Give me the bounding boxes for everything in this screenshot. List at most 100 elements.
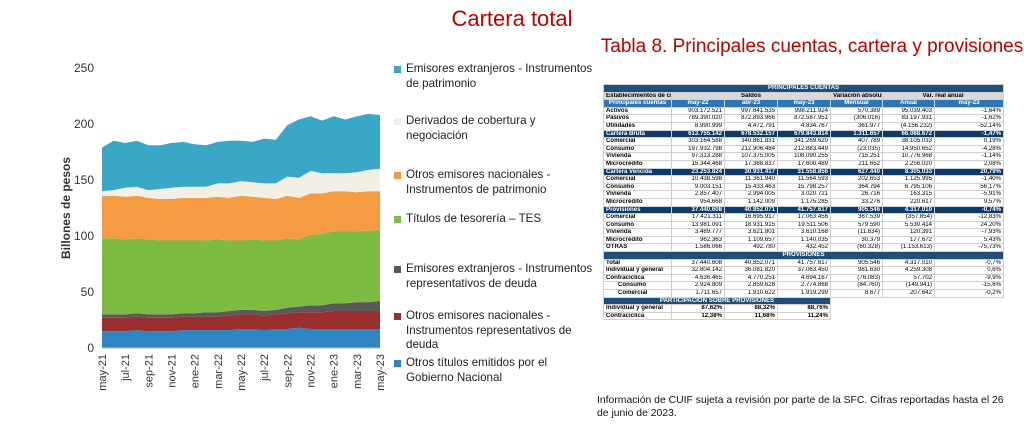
table-cell: Cartera Bruta bbox=[603, 129, 672, 139]
table-cell: 2.774.868 bbox=[777, 281, 831, 291]
table-cell: 9,57% bbox=[933, 197, 1005, 207]
table-cell: Comercial bbox=[603, 175, 672, 184]
table-cell: -12,83% bbox=[933, 213, 1005, 222]
table-row: Microcrédito 15.344.468 17.388.837 17.600.4… bbox=[603, 159, 1005, 169]
table-cell: 16.695.917 bbox=[724, 213, 778, 222]
table-cell: 3.489.777 bbox=[671, 228, 725, 237]
table-cell: -0,7% bbox=[933, 258, 1005, 268]
table-cell: Vivienda bbox=[603, 190, 672, 199]
table-cell: 33.276 bbox=[830, 197, 883, 207]
table-row: Utilidades 8.990.999 4.472.791 4.834.767 361… bbox=[603, 121, 1005, 131]
table-cell: PROVISIONES bbox=[602, 251, 1005, 260]
table-cell: 4.259.308 bbox=[882, 266, 935, 275]
table-cell: Comercial bbox=[603, 137, 672, 146]
table-cell: 341.269.620 bbox=[777, 137, 831, 146]
legend-label: Emisores extranjeros - Instrumentos repr… bbox=[406, 262, 593, 290]
legend-swatch bbox=[394, 216, 401, 223]
table-cell: 4.636.465 bbox=[671, 273, 725, 283]
x-tick-label: mar-22 bbox=[213, 354, 225, 389]
table-cell: 88,76% bbox=[777, 304, 831, 313]
table-cell: (60.328) bbox=[830, 243, 883, 253]
table-cell: 83.197.931 bbox=[882, 114, 935, 123]
x-tick-label: jul-21 bbox=[120, 354, 132, 382]
table-cell: Establecimientos de crédito + FNA bbox=[603, 91, 672, 101]
table-cell: Consumo bbox=[603, 220, 672, 230]
table-cell: Vivienda bbox=[603, 228, 672, 237]
table-cell: Contracíclica bbox=[603, 311, 672, 321]
table-cell: 212.883.449 bbox=[777, 144, 831, 154]
table-cell: Cartera Vencida bbox=[603, 167, 672, 177]
table-cell: 3.610.168 bbox=[777, 228, 831, 237]
table-cell: Vivienda bbox=[603, 152, 672, 161]
table-row: Vivienda 3.489.777 3.621.801 3.610.168 (11.6… bbox=[603, 228, 1005, 237]
table-cell: 4.317.010 bbox=[882, 205, 935, 215]
table-cell: 207.642 bbox=[882, 289, 935, 298]
table-cell: 981.630 bbox=[830, 266, 883, 275]
table-cell: 11,68% bbox=[724, 311, 778, 321]
table-cell: Total bbox=[603, 258, 672, 268]
table-cell: Activos bbox=[603, 106, 672, 116]
table-cell: (149.941) bbox=[882, 281, 935, 291]
table-cell: 41.757.617 bbox=[777, 258, 831, 268]
table-cell: -1,64% bbox=[933, 106, 1005, 116]
table-cell: 1.125.995 bbox=[882, 175, 935, 184]
table-cell: 2.924.809 bbox=[671, 281, 725, 291]
table-cell: 17.600.489 bbox=[777, 159, 831, 169]
table-cell: 15.344.468 bbox=[671, 159, 725, 169]
page-title: Cartera total bbox=[451, 6, 573, 31]
table-cell: 905.546 bbox=[830, 205, 883, 215]
table-cell: 367.539 bbox=[830, 213, 883, 222]
table-cell: 57.702 bbox=[882, 273, 935, 283]
legend-swatch bbox=[394, 313, 401, 320]
y-tick-label: 150 bbox=[74, 173, 94, 187]
y-tick-label: 50 bbox=[81, 285, 95, 299]
table-cell: 4.834.767 bbox=[777, 121, 831, 131]
accounts-table: PRINCIPALES CUENTAS Establecimientos de c… bbox=[602, 84, 1005, 321]
table-cell: -1,62% bbox=[933, 114, 1005, 123]
table-cell: -4,28% bbox=[933, 144, 1005, 154]
table-cell: 11.361.940 bbox=[724, 175, 778, 184]
table-cell: 24,20% bbox=[933, 220, 1005, 230]
table-row: Microcrédito 962.363 1.109.657 1.140.035 30.… bbox=[603, 235, 1005, 245]
table-cell: 120.391 bbox=[882, 228, 935, 237]
table-cell: -9,9% bbox=[933, 273, 1005, 283]
area-series-5 bbox=[102, 168, 380, 199]
x-tick-label: nov-22 bbox=[306, 354, 318, 388]
table-cell: -1,40% bbox=[933, 175, 1005, 184]
table-row: Consumo 9.003.151 15.433.463 15.798.257 364.… bbox=[603, 182, 1005, 192]
table-cell: 905.546 bbox=[830, 258, 883, 268]
table-cell: 220.617 bbox=[882, 197, 935, 207]
table-cell: 364.794 bbox=[830, 182, 883, 192]
table-cell: 872.587.951 bbox=[777, 114, 831, 123]
table-cell: 2.256.020 bbox=[882, 159, 935, 169]
table-cell: may-22 bbox=[671, 99, 725, 108]
table-cell: Microcrédito bbox=[603, 197, 672, 207]
table-cell: -7,93% bbox=[933, 228, 1005, 237]
table-cell: 30.931.417 bbox=[724, 167, 778, 177]
table-cell: 4.317.010 bbox=[882, 258, 935, 268]
table-row: Individual y general 32.804.142 36.081.820… bbox=[603, 266, 1005, 275]
table-cell: 2.859.628 bbox=[724, 281, 778, 291]
table-cell: Variación absoluta (millones) bbox=[830, 91, 883, 101]
table-cell: 41.757.617 bbox=[777, 205, 831, 215]
x-tick-label: may-22 bbox=[236, 354, 248, 391]
table-cell: OTRAS bbox=[603, 243, 672, 253]
x-tick-label: ene-22 bbox=[190, 354, 202, 388]
table-group-header: Establecimientos de crédito + FNASaldosV… bbox=[603, 91, 1005, 101]
table-cell: Utilidades bbox=[603, 121, 672, 131]
table-cell: 962.363 bbox=[671, 235, 725, 245]
table-cell: 8.677 bbox=[830, 289, 883, 298]
y-axis-label: Billones de pesos bbox=[59, 157, 73, 259]
table-title: Tabla 8. Principales cuentas, cartera y … bbox=[600, 36, 1024, 57]
legend-label: Otros títulos emitidos por el Gobierno N… bbox=[406, 356, 548, 384]
y-tick-label: 100 bbox=[74, 229, 94, 243]
table-cell: 30.379 bbox=[830, 235, 883, 245]
table-cell: 36.081.820 bbox=[724, 266, 778, 275]
x-tick-label: may-23 bbox=[375, 354, 387, 391]
table-cell: 9.003.151 bbox=[671, 182, 725, 192]
legend-label: Títulos de tesorería – TES bbox=[406, 212, 542, 225]
table-cell: Anual bbox=[882, 99, 935, 108]
table-cell: 17.063.456 bbox=[777, 213, 831, 222]
area-series-4 bbox=[102, 191, 380, 241]
table-cell: 361.977 bbox=[830, 121, 883, 131]
